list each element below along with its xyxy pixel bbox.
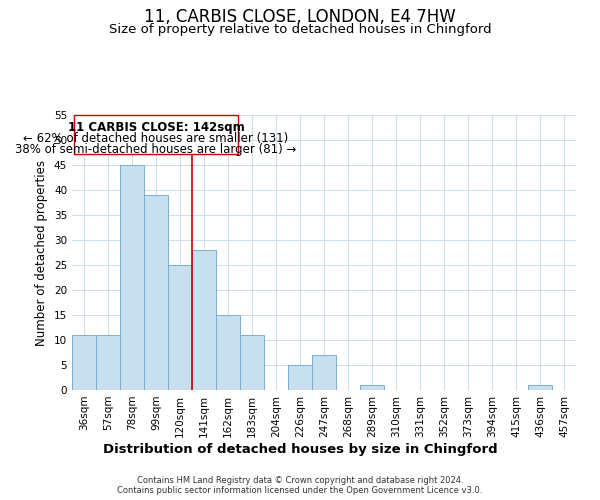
- Bar: [360, 385, 384, 390]
- Bar: [144, 195, 168, 390]
- FancyBboxPatch shape: [74, 115, 238, 154]
- Text: ← 62% of detached houses are smaller (131): ← 62% of detached houses are smaller (13…: [23, 132, 289, 145]
- Bar: [120, 165, 144, 390]
- Bar: [192, 250, 216, 390]
- Bar: [216, 315, 240, 390]
- Text: Contains HM Land Registry data © Crown copyright and database right 2024.
Contai: Contains HM Land Registry data © Crown c…: [118, 476, 482, 495]
- Bar: [240, 335, 264, 390]
- Text: 11, CARBIS CLOSE, LONDON, E4 7HW: 11, CARBIS CLOSE, LONDON, E4 7HW: [144, 8, 456, 26]
- Y-axis label: Number of detached properties: Number of detached properties: [35, 160, 49, 346]
- Text: 11 CARBIS CLOSE: 142sqm: 11 CARBIS CLOSE: 142sqm: [68, 121, 244, 134]
- Bar: [96, 335, 120, 390]
- Bar: [72, 335, 96, 390]
- Bar: [168, 265, 192, 390]
- Bar: [288, 365, 312, 390]
- Text: Distribution of detached houses by size in Chingford: Distribution of detached houses by size …: [103, 442, 497, 456]
- Text: 38% of semi-detached houses are larger (81) →: 38% of semi-detached houses are larger (…: [16, 143, 296, 156]
- Bar: [528, 385, 552, 390]
- Bar: [312, 355, 336, 390]
- Text: Size of property relative to detached houses in Chingford: Size of property relative to detached ho…: [109, 22, 491, 36]
